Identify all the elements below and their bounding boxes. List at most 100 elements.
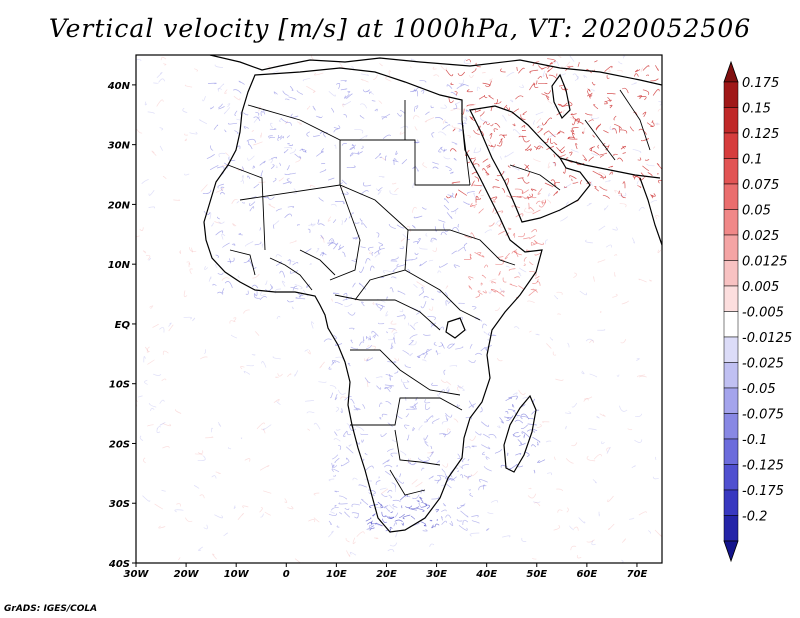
colorbar-label: 0.1 (742, 153, 763, 168)
velocity-contour (526, 148, 532, 152)
velocity-contour (429, 543, 435, 548)
velocity-contour (489, 278, 497, 282)
velocity-contour (482, 82, 491, 87)
velocity-contour (553, 162, 556, 167)
velocity-contour (347, 91, 351, 94)
velocity-contour (504, 253, 510, 260)
velocity-contour (530, 242, 535, 246)
velocity-contour (378, 476, 380, 479)
velocity-contour (507, 408, 516, 412)
velocity-contour (449, 472, 453, 478)
velocity-contour (217, 83, 225, 90)
velocity-contour (396, 464, 398, 467)
velocity-contour (338, 445, 342, 451)
velocity-contour (620, 193, 626, 199)
velocity-contour (302, 77, 311, 82)
velocity-contour (482, 158, 489, 163)
velocity-contour (321, 251, 325, 257)
velocity-contour (513, 326, 520, 330)
velocity-contour (419, 496, 424, 503)
velocity-contour (392, 504, 398, 508)
velocity-contour (354, 129, 364, 134)
velocity-contour (335, 406, 340, 413)
velocity-contour (247, 138, 256, 143)
velocity-contour (463, 201, 470, 205)
velocity-contour (299, 149, 307, 154)
velocity-contour (531, 444, 536, 448)
colorbar-label: 0.005 (742, 280, 779, 295)
colorbar-swatch (723, 183, 739, 210)
velocity-contour (578, 517, 586, 524)
velocity-contour (379, 417, 382, 420)
velocity-contour (513, 432, 519, 437)
velocity-contour (480, 282, 483, 286)
velocity-contour (542, 421, 550, 423)
velocity-contour (560, 216, 568, 222)
velocity-contour (607, 495, 614, 503)
velocity-contour (443, 148, 446, 153)
velocity-contour (608, 165, 614, 168)
velocity-contour (335, 428, 341, 431)
velocity-contour (593, 150, 600, 156)
velocity-contour (518, 389, 526, 395)
velocity-contour (144, 379, 148, 385)
velocity-contour (161, 489, 166, 492)
y-tick-label: 20N (108, 200, 131, 211)
velocity-contour (347, 362, 351, 367)
velocity-contour (357, 151, 363, 154)
velocity-contour (657, 249, 662, 254)
velocity-contour (238, 233, 243, 236)
velocity-contour (330, 392, 334, 399)
velocity-contour (474, 431, 482, 436)
velocity-contour (529, 261, 534, 265)
velocity-contour (421, 467, 425, 471)
velocity-contour (568, 101, 573, 107)
velocity-contour (514, 419, 524, 424)
velocity-contour (275, 165, 278, 169)
velocity-contour (397, 290, 406, 295)
velocity-contour (453, 157, 457, 161)
x-tick-label: 40E (475, 569, 497, 580)
velocity-contour (544, 239, 548, 245)
colorbar-label: 0.175 (742, 76, 779, 91)
velocity-contour (492, 208, 495, 213)
velocity-contour (470, 203, 477, 207)
velocity-contour (655, 65, 659, 71)
velocity-contour (567, 136, 575, 140)
velocity-contour (599, 186, 608, 191)
velocity-contour (332, 360, 340, 364)
velocity-contour (237, 145, 241, 150)
velocity-contour (368, 489, 376, 494)
velocity-contour (408, 339, 414, 346)
velocity-contour (619, 129, 628, 134)
velocity-contour (333, 128, 339, 133)
colorbar-label: -0.05 (742, 382, 776, 397)
velocity-contour (375, 188, 382, 192)
velocity-contour (461, 115, 468, 120)
velocity-contour (454, 91, 458, 95)
velocity-contour (518, 442, 526, 446)
velocity-contour (463, 246, 467, 252)
velocity-contour (646, 163, 655, 167)
velocity-contour (549, 61, 554, 65)
velocity-contour (547, 192, 551, 197)
arabia-coastline (469, 105, 591, 223)
velocity-contour (566, 507, 569, 513)
velocity-contour (511, 205, 521, 209)
velocity-contour (389, 190, 398, 195)
velocity-contour (465, 109, 470, 113)
velocity-contour (321, 148, 325, 153)
velocity-contour (481, 72, 486, 74)
velocity-contour (418, 290, 425, 296)
velocity-contour (448, 96, 454, 104)
velocity-contour (473, 206, 476, 208)
velocity-contour (571, 178, 573, 182)
velocity-contour (446, 478, 455, 483)
velocity-contour (521, 431, 531, 438)
velocity-contour (186, 261, 190, 265)
velocity-contour (365, 517, 372, 522)
velocity-contour (377, 306, 382, 310)
africa-coastline (203, 67, 543, 533)
velocity-contour (588, 428, 597, 431)
velocity-contour (587, 90, 593, 96)
